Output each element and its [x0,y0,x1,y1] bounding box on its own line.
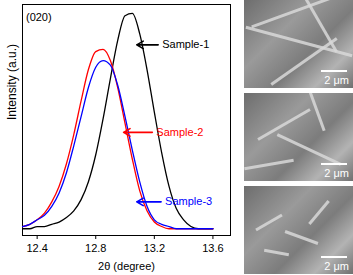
svg-text:Sample-3: Sample-3 [165,195,212,207]
svg-text:2θ (degree): 2θ (degree) [98,260,155,272]
svg-text:13.6: 13.6 [202,242,223,254]
svg-text:Intensity (a.u.): Intensity (a.u.) [5,44,19,120]
html-text:2 μm: 2 μm [324,260,349,272]
svg-text:12.8: 12.8 [85,242,106,254]
html-text:2 μm: 2 μm [324,74,349,86]
svg-text:Sample-2: Sample-2 [156,126,203,138]
html-text:2 μm: 2 μm [324,167,349,179]
svg-text:12.4: 12.4 [26,242,47,254]
svg-text:Sample-1: Sample-1 [162,38,209,50]
svg-text:(020): (020) [26,11,52,23]
svg-text:13.2: 13.2 [144,242,165,254]
